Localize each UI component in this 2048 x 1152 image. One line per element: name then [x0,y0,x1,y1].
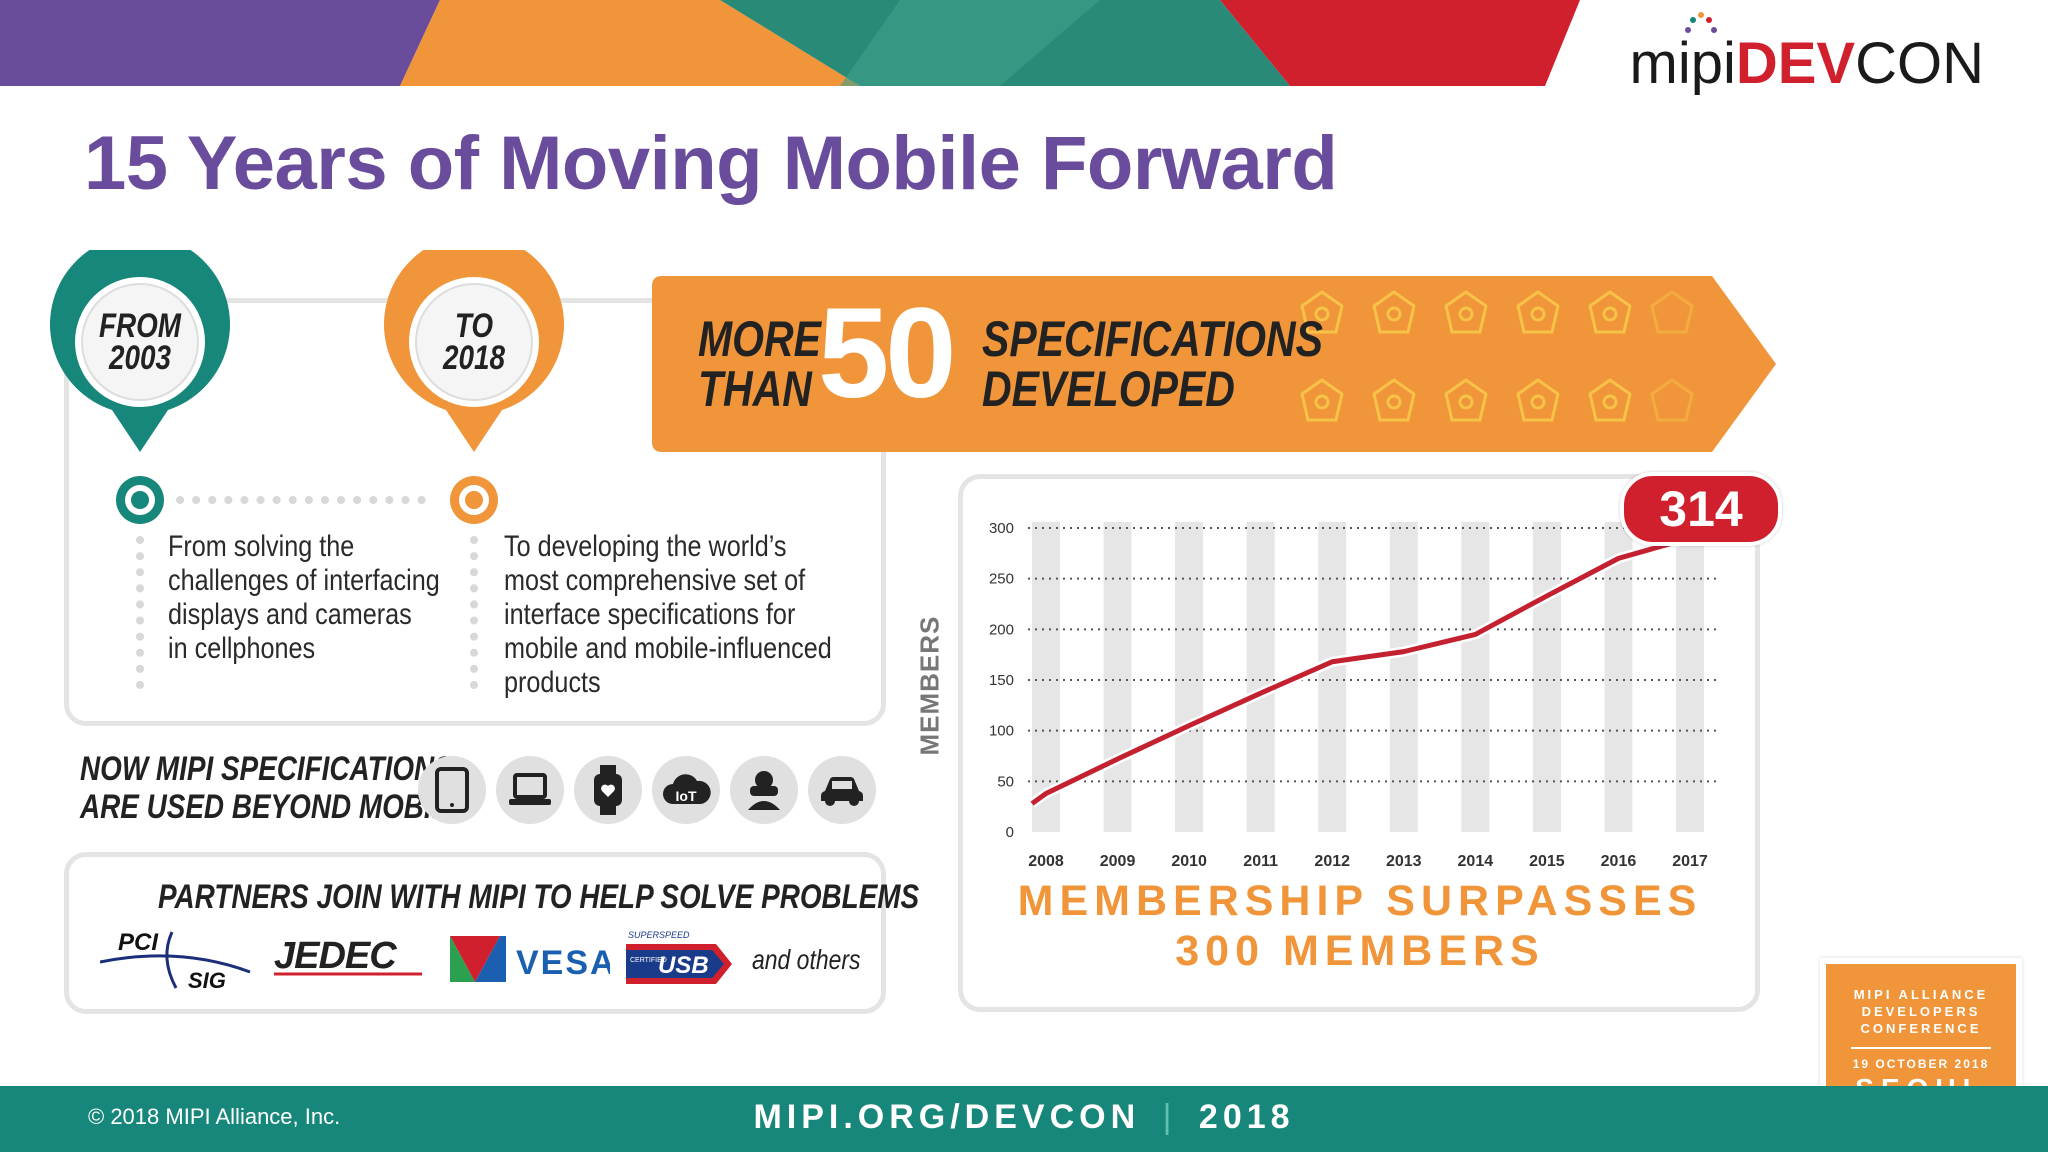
y-tick-label: 150 [989,672,1014,689]
usb-logo: SUPERSPEED CERTIFIED USB [626,930,732,984]
year-column-2013 [1389,522,1418,832]
mipi-devcon-logo: mipiDEVCON [1629,31,1985,96]
vesa-logo: VESA [450,936,610,982]
peak-annotation-bubble: 314 [1620,472,1782,546]
membership-chart: 0 50 100 150 200 250 300 2008 2009 2010 2011 2012 20… [989,520,1716,870]
vesa-text: VESA [516,944,610,982]
iot-cloud-icon: IoT [652,756,720,824]
timeline-panel-top-edge [140,298,630,303]
x-tick-label: 2008 [1028,853,1064,870]
from-pin-icon [50,250,230,452]
y-tick-label: 100 [989,723,1014,740]
usb-certified-text: CERTIFIED [630,957,667,964]
x-tick-label: 2017 [1672,853,1708,870]
year-column-2017 [1676,522,1704,832]
pci-sig-logo: PCI SIG [100,929,251,992]
footer-url: MIPI.ORG/DEVCON | 2018 [753,1098,1295,1136]
x-tick-label: 2013 [1386,853,1422,870]
x-tick-label: 2011 [1243,853,1278,870]
x-tick-label: 2014 [1458,853,1494,870]
laptop-icon [496,756,564,824]
x-tick-label: 2016 [1601,853,1637,870]
y-tick-label: 300 [989,520,1014,537]
from-pin-label: FROM 2003 [98,307,182,377]
jedec-logo: JEDEC [274,935,422,977]
usb-superspeed-text: SUPERSPEED [628,930,690,940]
pci-text: PCI [118,929,159,956]
jedec-text: JEDEC [274,935,397,977]
y-tick-label: 200 [989,621,1014,638]
year-column-2015 [1532,522,1561,832]
footer-bar [0,1086,2048,1152]
specs-developed: SPECIFICATIONS DEVELOPED [982,311,1323,417]
to-description: To developing the world’s most comprehen… [504,530,832,699]
x-tick-label: 2015 [1529,853,1565,870]
year-column-2016 [1604,522,1633,832]
year-column-2009 [1103,522,1132,832]
x-tick-label: 2009 [1100,853,1136,870]
top-banner [0,0,2048,86]
beyond-mobile-text: NOW MIPI SPECIFICATIONS ARE USED BEYOND M… [80,750,468,826]
chart-ylabel: MEMBERS [914,615,945,756]
page-title: 15 Years of Moving Mobile Forward [84,121,1338,206]
partners-others: and others [752,944,861,975]
y-tick-label: 0 [1006,824,1014,841]
y-tick-label: 50 [997,773,1014,790]
vr-headset-icon [730,756,798,824]
chart-title: MEMBERSHIP SURPASSES 300 MEMBERS [1017,877,1703,975]
partners-heading: PARTNERS JOIN WITH MIPI TO HELP SOLVE PR… [158,878,920,916]
usb-text: USB [658,952,709,979]
to-pin-label: TO 2018 [442,307,506,377]
specs-arrow-banner [652,276,1776,452]
specs-count: 50 [818,282,956,425]
partners-panel [64,852,886,1014]
y-tick-label: 250 [989,571,1014,588]
year-column-2011 [1246,522,1275,832]
year-column-2012 [1318,522,1347,832]
sig-text: SIG [188,968,226,992]
x-tick-label: 2012 [1314,853,1350,870]
logo-dots-icon [1685,12,1717,33]
to-pin-icon [384,250,564,452]
tablet-icon [418,756,486,824]
copyright-text: © 2018 MIPI Alliance, Inc. [88,1104,341,1129]
specs-more-than: MORE THAN [698,311,821,417]
iot-label: IoT [676,788,697,804]
year-column-2008 [1032,522,1060,832]
smartwatch-icon [574,756,642,824]
from-description: From solving the challenges of interfaci… [168,530,440,665]
year-column-2010 [1175,522,1204,832]
car-icon [808,756,876,824]
x-tick-label: 2010 [1171,853,1207,870]
footer-url-link[interactable]: MIPI.ORG/DEVCON [753,1098,1141,1136]
timeline-markers [116,476,498,694]
year-column-2014 [1461,522,1490,832]
